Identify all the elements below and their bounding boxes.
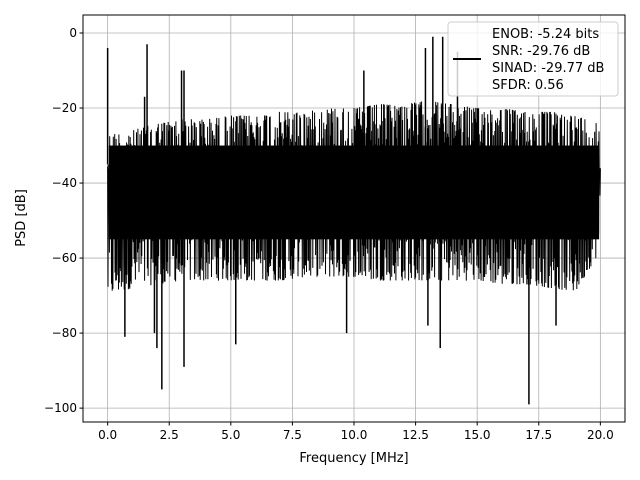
- legend-entry: SINAD: -29.77 dB: [492, 61, 604, 76]
- y-tick-label: −60: [52, 251, 77, 265]
- legend-entry: ENOB: -5.24 bits: [492, 27, 599, 42]
- x-tick-label: 12.5: [402, 428, 429, 442]
- y-tick-label: 0: [69, 26, 77, 40]
- y-tick-label: −80: [52, 326, 77, 340]
- psd-dense-band: [108, 145, 600, 240]
- x-tick-label: 15.0: [464, 428, 491, 442]
- x-axis-label: Frequency [MHz]: [299, 451, 408, 466]
- legend-entry: SNR: -29.76 dB: [492, 44, 590, 59]
- y-tick-label: −100: [44, 401, 77, 415]
- x-tick-label: 0.0: [98, 428, 117, 442]
- x-tick-label: 2.5: [160, 428, 179, 442]
- legend: ENOB: -5.24 bits SNR: -29.76 dB SINAD: -…: [447, 21, 619, 97]
- legend-entry: SFDR: 0.56: [492, 78, 564, 93]
- x-tick-label: 20.0: [587, 428, 614, 442]
- x-tick-label: 7.5: [283, 428, 302, 442]
- x-tick-label: 5.0: [221, 428, 240, 442]
- y-tick-label: −40: [52, 176, 77, 190]
- y-axis-label: PSD [dB]: [14, 189, 29, 247]
- x-tick-label: 10.0: [341, 428, 368, 442]
- psd-series: [106, 36, 601, 405]
- x-tick-label: 17.5: [525, 428, 552, 442]
- y-tick-label: −20: [52, 101, 77, 115]
- ticks: 0.0 2.5 5.0 7.5 10.0 12.5 15.0 17.5 20.0 0 −20 −40 −…: [44, 26, 614, 442]
